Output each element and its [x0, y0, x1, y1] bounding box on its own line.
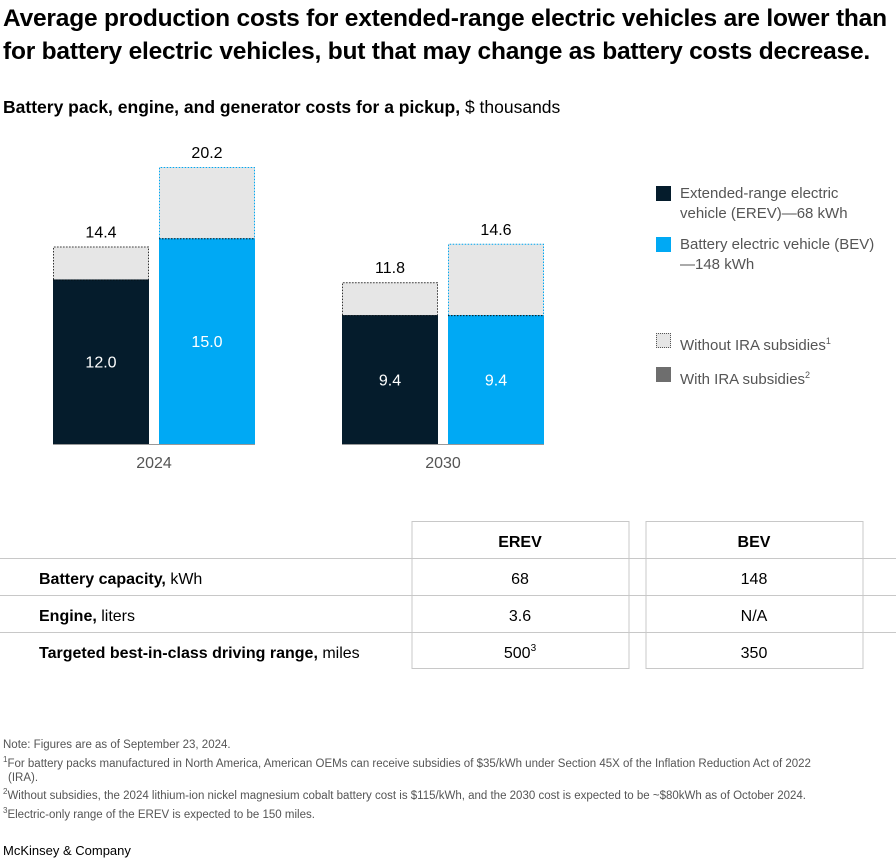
row-label-bold: Targeted best-in-class driving range, [39, 645, 318, 662]
cell-erev: 68 [511, 571, 529, 588]
bar-without-ira-erev-2030 [342, 282, 438, 316]
bar-without-ira-erev-2024 [53, 246, 149, 280]
bar-with-ira-erev-2024 [53, 279, 149, 444]
table-body: Battery capacity, kWh 68 148 Engine, liters… [39, 571, 768, 662]
legend-swatch-erev [656, 186, 671, 201]
footnote-ref-2: 2 [805, 370, 811, 380]
bar-outline-bev-2024 [159, 167, 255, 239]
data-label-with-ira-bev-2024: 15.0 [191, 334, 222, 351]
bar-without-ira-bev-2030 [448, 243, 544, 316]
row-label: Targeted best-in-class driving range, mi… [39, 645, 360, 662]
bar-outline-erev-2024 [53, 246, 149, 280]
cell-bev: 350 [741, 645, 768, 662]
bar-with-ira-bev-2030 [448, 315, 544, 444]
subtitle-unit: $ thousands [460, 97, 561, 117]
bars-layer [53, 167, 544, 445]
row-label-unit: liters [97, 608, 135, 625]
bar-with-ira-bev-2024 [159, 238, 255, 444]
footnote-2-text: Without subsidies, the 2024 lithium-ion … [7, 790, 806, 803]
specs-table: EREV BEV Battery capacity, kWh 68 148 Engin… [0, 521, 896, 669]
footnote-3-mark: 3 [3, 805, 8, 815]
row-label-bold: Engine, [39, 608, 97, 625]
footnote-3-text: Electric-only range of the EREV is expec… [7, 808, 315, 821]
column-header-erev: EREV [498, 534, 542, 551]
bar-without-ira-bev-2024 [159, 167, 255, 239]
data-label-total-erev-2024: 14.4 [85, 225, 116, 242]
data-label-with-ira-erev-2024: 12.0 [85, 355, 116, 372]
row-label: Battery capacity, kWh [39, 571, 202, 588]
legend-label-bev: Battery electric vehicle (BEV)—148 kWh [680, 236, 875, 273]
row-label-bold: Battery capacity, [39, 571, 166, 588]
footnote-note: Note: Figures are as of September 23, 20… [3, 739, 231, 751]
legend-label-erev: Extended-range electric vehicle (EREV)—6… [680, 185, 848, 222]
footnote-3: 3Electric-only range of the EREV is expe… [3, 804, 893, 822]
data-label-with-ira-erev-2030: 9.4 [379, 373, 401, 390]
footnote-1: 1For battery packs manufactured in North… [3, 753, 893, 771]
labels-layer: 12.0 14.4 15.0 20.2 2024 9.4 11.8 9.4 14.6 2030 [85, 145, 511, 472]
bar-with-ira-erev-2030 [342, 315, 438, 444]
cell-erev-value: 3.6 [509, 608, 531, 625]
legend-label-with-ira: With IRA subsidies2 [680, 365, 880, 390]
legend-label-without-ira: Without IRA subsidies1 [680, 331, 880, 356]
data-label-total-bev-2024: 20.2 [191, 145, 222, 162]
chart-title: Average production costs for extended-ra… [3, 5, 887, 65]
x-tick-label-2030: 2030 [425, 455, 461, 472]
stacked-bar-chart: 12.0 14.4 15.0 20.2 2024 9.4 11.8 9.4 14.6 2030 [53, 145, 544, 472]
footnote-1-cont: (IRA). [8, 771, 39, 784]
legend-swatch-without-ira [656, 333, 671, 348]
data-label-with-ira-bev-2030: 9.4 [485, 373, 507, 390]
cell-bev: N/A [741, 608, 768, 625]
legend-text-without-ira: Without IRA subsidies [680, 337, 826, 354]
footnote-2-mark: 2 [3, 787, 8, 797]
footnote-2: 2Without subsidies, the 2024 lithium-ion… [3, 785, 893, 803]
x-tick-label-2024: 2024 [136, 455, 172, 472]
cell-erev-value: 68 [511, 571, 529, 588]
footnotes: Note: Figures are as of September 23, 20… [3, 738, 893, 822]
cell-erev-value: 500 [504, 645, 531, 662]
footnote-ref-1: 1 [825, 336, 831, 346]
footnote-1-mark: 1 [3, 754, 8, 764]
cell-bev: 148 [741, 571, 768, 588]
legend-text-with-ira: With IRA subsidies [680, 371, 806, 388]
data-label-total-bev-2030: 14.6 [480, 222, 511, 239]
row-label: Engine, liters [39, 608, 135, 625]
row-label-unit: miles [318, 645, 360, 662]
data-label-total-erev-2030: 11.8 [375, 260, 405, 277]
legend-swatch-with-ira [656, 367, 671, 382]
subtitle-main: Battery pack, engine, and generator cost… [3, 97, 461, 117]
cell-erev: 3.6 [509, 608, 531, 625]
bar-outline-bev-2030 [448, 243, 544, 316]
cell-erev: 5003 [504, 643, 537, 662]
chart-subtitle: Battery pack, engine, and generator cost… [3, 96, 560, 118]
column-header-bev: BEV [738, 534, 771, 551]
footnote-1-text: For battery packs manufactured in North … [7, 757, 811, 770]
footnote-ref-3: 3 [531, 643, 537, 654]
legend-swatch-bev [656, 237, 671, 252]
row-label-unit: kWh [166, 571, 202, 588]
bar-outline-erev-2030 [342, 282, 438, 316]
brand-logo-text: McKinsey & Company [3, 843, 131, 858]
